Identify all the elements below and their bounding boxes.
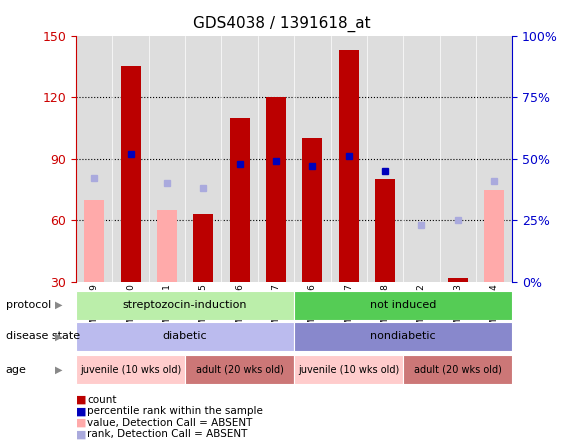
Bar [76,322,294,351]
Bar [76,291,294,320]
Bar [76,355,185,384]
Text: protocol: protocol [6,300,51,310]
Bar [120,66,141,282]
Text: juvenile (10 wks old): juvenile (10 wks old) [298,365,399,375]
Bar [294,355,403,384]
Bar [294,291,512,320]
Text: count: count [87,395,117,404]
Bar [484,190,504,282]
Bar [339,50,359,282]
Bar [266,97,286,282]
Text: ■: ■ [76,395,87,404]
Bar [84,200,104,282]
Text: nondiabetic: nondiabetic [370,331,436,341]
Text: ■: ■ [76,418,87,428]
Text: value, Detection Call = ABSENT: value, Detection Call = ABSENT [87,418,253,428]
Bar [230,118,249,282]
Text: percentile rank within the sample: percentile rank within the sample [87,406,263,416]
Text: ■: ■ [76,406,87,416]
Bar [157,210,177,282]
Bar [294,322,512,351]
Text: disease state: disease state [6,331,80,341]
Text: adult (20 wks old): adult (20 wks old) [414,365,502,375]
Text: GDS4038 / 1391618_at: GDS4038 / 1391618_at [193,16,370,32]
Bar [302,138,323,282]
Text: ▶: ▶ [55,365,63,375]
Text: age: age [6,365,26,375]
Bar [448,278,468,282]
Text: ▶: ▶ [55,331,63,341]
Text: not induced: not induced [370,300,436,310]
Text: diabetic: diabetic [163,331,207,341]
Text: ■: ■ [76,429,87,439]
Bar [185,355,294,384]
Text: rank, Detection Call = ABSENT: rank, Detection Call = ABSENT [87,429,248,439]
Text: ▶: ▶ [55,300,63,310]
Text: juvenile (10 wks old): juvenile (10 wks old) [80,365,181,375]
Bar [403,355,512,384]
Bar [193,214,213,282]
Text: adult (20 wks old): adult (20 wks old) [196,365,284,375]
Bar [375,179,395,282]
Text: streptozocin-induction: streptozocin-induction [123,300,247,310]
